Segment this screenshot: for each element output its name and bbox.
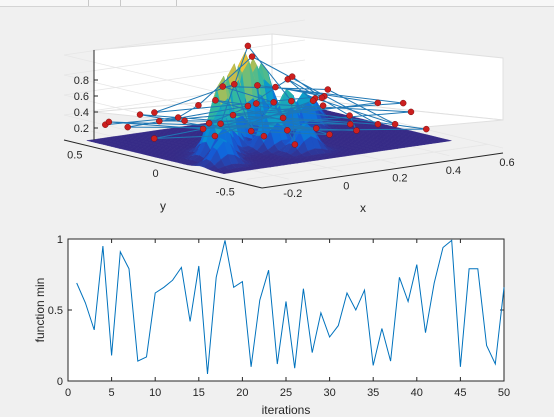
x-tick-label: 0 xyxy=(343,180,349,192)
y-axis-label-function-min: function min xyxy=(33,278,47,343)
sample-marker xyxy=(195,102,202,109)
figure-toolbar-strip xyxy=(0,0,554,7)
sample-marker xyxy=(248,53,256,60)
x-tick-label: 40 xyxy=(411,387,423,399)
grid-line xyxy=(246,143,488,180)
sample-marker xyxy=(318,94,326,102)
sample-marker xyxy=(423,125,430,133)
sample-marker xyxy=(211,132,219,140)
x-tick-label: 0.6 xyxy=(499,157,514,169)
y-axis-line xyxy=(63,139,263,189)
x-tick-label: 35 xyxy=(367,387,379,399)
x-axis-label-iterations: iterations xyxy=(262,403,311,417)
toolbar-separator xyxy=(176,0,177,6)
sample-marker xyxy=(254,82,261,89)
sample-marker xyxy=(407,108,415,116)
y-tick-label: 0 xyxy=(152,168,158,180)
x-tick-label: 5 xyxy=(109,387,115,399)
sample-marker xyxy=(151,109,158,116)
sample-marker xyxy=(124,123,131,131)
sample-marker xyxy=(136,111,144,118)
y-tick-label: 1 xyxy=(57,234,63,246)
sample-markers xyxy=(102,42,430,148)
sample-marker xyxy=(324,86,332,93)
y-tick-label: 0.5 xyxy=(67,149,82,161)
sample-marker xyxy=(174,114,182,121)
x-tick-label: 0.4 xyxy=(446,165,461,177)
surface-3d-axes[interactable]: -0.2 0 0.2 0.4 0.6 0.5 0 -0.5 0.8 0.6 0.4 0.2 y x xyxy=(63,19,515,215)
line-chart-axes[interactable]: 0 5 10 15 20 25 30 35 40 45 50 0 0.5 1 iterations fun… xyxy=(33,234,510,417)
sample-marker xyxy=(105,118,113,126)
sample-marker xyxy=(288,73,296,80)
sample-marker xyxy=(399,99,407,107)
sample-marker xyxy=(253,100,260,107)
toolbar-separator xyxy=(88,0,89,6)
sample-marker xyxy=(288,97,295,105)
sample-marker xyxy=(219,83,226,90)
sample-path-line xyxy=(105,44,427,145)
sample-marker xyxy=(374,120,382,128)
sample-marker xyxy=(374,99,382,107)
plot-area xyxy=(67,238,505,382)
sample-marker xyxy=(150,135,158,142)
sample-marker xyxy=(319,102,327,109)
sample-marker xyxy=(309,97,317,104)
x-tick-label: 0 xyxy=(65,387,71,399)
y-tick-label: -0.5 xyxy=(216,186,235,198)
sample-marker xyxy=(260,132,268,140)
grid-line xyxy=(63,19,306,56)
x-axis-line xyxy=(261,152,504,189)
x-tick-label: 30 xyxy=(323,387,335,399)
z-tick-label: 0.8 xyxy=(74,75,89,87)
sample-marker xyxy=(217,120,224,128)
sample-marker xyxy=(279,114,287,122)
z-tick-label: 0.4 xyxy=(74,107,89,119)
sample-marker xyxy=(199,125,207,133)
sample-marker xyxy=(229,111,237,119)
sample-marker xyxy=(291,141,299,148)
sample-marker xyxy=(244,102,252,110)
y-axis-label: y xyxy=(160,199,166,213)
sample-path xyxy=(105,44,427,145)
x-tick-label: 10 xyxy=(149,387,161,399)
sample-marker xyxy=(326,131,333,138)
x-tick-label: 50 xyxy=(498,387,510,399)
grid-line xyxy=(63,39,306,76)
sample-marker xyxy=(247,127,255,135)
ticks-2d: 0 5 10 15 20 25 30 35 40 45 50 0 0.5 1 xyxy=(48,234,510,399)
sample-marker xyxy=(284,127,291,134)
y-tick-label: 0 xyxy=(57,376,63,388)
sample-marker xyxy=(391,120,399,128)
sample-marker xyxy=(212,97,219,104)
surface-patch xyxy=(440,139,452,142)
sample-marker xyxy=(181,117,188,125)
sample-marker xyxy=(353,127,360,134)
x-tick-label: 20 xyxy=(236,387,248,399)
sample-marker xyxy=(272,83,279,91)
x-tick-label: 15 xyxy=(193,387,205,399)
x-tick-label: -0.2 xyxy=(283,188,302,200)
x-tick-label: 25 xyxy=(280,387,292,399)
function-min-series xyxy=(76,239,505,374)
x-tick-label: 0.2 xyxy=(392,173,407,185)
sample-marker xyxy=(270,99,277,106)
sample-marker xyxy=(347,120,354,128)
grid-line xyxy=(63,59,306,96)
y-tick-label: 0.5 xyxy=(48,305,63,317)
sample-marker xyxy=(313,125,320,132)
sample-marker xyxy=(346,112,353,119)
x-tick-label: 45 xyxy=(454,387,466,399)
z-tick-label: 0.6 xyxy=(74,91,89,103)
sample-marker xyxy=(244,42,252,50)
sample-marker xyxy=(231,80,238,88)
x-axis-label: x xyxy=(360,201,366,215)
ticks-3d: -0.2 0 0.2 0.4 0.6 0.5 0 -0.5 0.8 0.6 0.4 0.2 xyxy=(67,75,514,200)
sample-marker xyxy=(205,119,213,127)
z-tick-label: 0.2 xyxy=(74,123,89,135)
sample-marker xyxy=(156,117,163,125)
toolbar-separator xyxy=(120,0,121,6)
